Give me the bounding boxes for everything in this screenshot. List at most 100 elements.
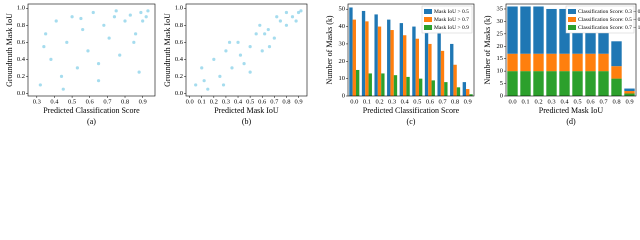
- y-tick-label: 0.0: [175, 90, 183, 97]
- bar: [377, 26, 382, 96]
- bar: [572, 53, 583, 72]
- point: [290, 15, 295, 19]
- point: [86, 49, 90, 53]
- bar: [374, 14, 378, 97]
- y-tick-label: 10: [339, 75, 346, 82]
- bar: [611, 66, 622, 79]
- point: [206, 87, 210, 91]
- bar: [598, 53, 609, 72]
- x-tick-label: 0.5: [413, 98, 421, 105]
- bar: [412, 26, 416, 96]
- point: [296, 10, 301, 15]
- x-tick-label: 0.3: [388, 98, 396, 105]
- x-tick-label: 0.9: [464, 98, 472, 105]
- y-tick-label: 10: [497, 68, 504, 75]
- y-tick-label: 30: [497, 18, 504, 25]
- bar: [453, 64, 457, 96]
- point: [238, 53, 243, 57]
- panel-label: (a): [87, 117, 96, 126]
- point: [91, 10, 95, 15]
- bar: [466, 89, 470, 96]
- legend-swatch: [568, 9, 576, 14]
- bar: [390, 30, 394, 96]
- point: [260, 49, 264, 53]
- point: [123, 19, 127, 23]
- x-tick-label: 0.5: [573, 98, 581, 105]
- x-tick-label: 0.5: [246, 98, 254, 105]
- y-tick-label: 20: [497, 43, 504, 50]
- x-tick-label: 0.4: [234, 98, 243, 105]
- x-tick-label: 0.4: [50, 98, 59, 105]
- point: [96, 62, 101, 66]
- legend-swatch: [424, 9, 432, 14]
- x-tick-label: 0.9: [625, 98, 633, 105]
- bar: [533, 53, 544, 72]
- bar: [406, 76, 410, 96]
- legend-swatch: [568, 17, 576, 22]
- y-tick-label: 0.6: [175, 39, 184, 46]
- legend-label: Mask IoU > 0.5: [434, 9, 469, 15]
- panel-label: (d): [566, 117, 576, 126]
- point: [128, 13, 132, 17]
- point: [144, 15, 148, 19]
- bar: [355, 69, 360, 96]
- point: [202, 79, 206, 83]
- bar: [533, 71, 544, 96]
- y-tick-label: 0: [342, 92, 345, 99]
- point: [79, 16, 83, 21]
- x-tick-label: 0.1: [521, 98, 529, 105]
- y-tick-label: 15: [497, 55, 504, 62]
- legend-label: Mask IoU > 0.7: [434, 17, 469, 23]
- y-tick-label: 0.4: [17, 56, 26, 63]
- x-tick-label: 0.5: [68, 98, 76, 105]
- point: [218, 74, 222, 79]
- bar: [415, 38, 419, 96]
- point: [194, 83, 198, 87]
- bar: [624, 91, 635, 94]
- x-tick-label: 0.3: [547, 98, 555, 105]
- y-axis-label: Number of Masks (k): [483, 15, 492, 84]
- point: [133, 32, 138, 36]
- bar: [393, 75, 398, 96]
- x-tick-label: 0.6: [426, 98, 435, 105]
- bar: [428, 43, 432, 96]
- point: [61, 87, 65, 91]
- bar: [585, 71, 596, 96]
- bar: [546, 71, 557, 96]
- bar: [585, 13, 596, 54]
- point: [112, 15, 117, 19]
- point: [236, 40, 240, 44]
- x-tick-label: 0.6: [258, 98, 267, 105]
- bar: [611, 41, 622, 67]
- bar: [572, 71, 583, 96]
- point: [139, 10, 143, 15]
- bar: [559, 53, 570, 72]
- point: [132, 40, 136, 44]
- x-tick-label: 0.7: [103, 98, 112, 105]
- point: [284, 23, 289, 27]
- x-tick-label: 0.8: [612, 98, 620, 105]
- point: [200, 66, 204, 70]
- point: [254, 32, 258, 36]
- point: [141, 19, 145, 23]
- x-tick-label: 0.3: [33, 98, 41, 105]
- bar: [469, 94, 473, 96]
- y-tick-label: 0: [500, 92, 503, 99]
- bar: [624, 88, 635, 92]
- legend-swatch: [424, 17, 432, 22]
- x-tick-label: 0.3: [222, 98, 230, 105]
- legend-label: Classification Score: 0.5 ~ 0.7: [578, 16, 640, 23]
- x-axis-label: Predicted Classification Score: [43, 106, 140, 115]
- point: [146, 9, 150, 13]
- y-tick-label: 0.2: [17, 73, 25, 80]
- point: [294, 19, 298, 23]
- point: [42, 44, 46, 49]
- point: [284, 10, 289, 15]
- x-axis-label: Predicted Classification Score: [363, 106, 460, 115]
- y-tick-label: 0.2: [175, 73, 183, 80]
- point: [54, 19, 58, 23]
- bar: [352, 19, 356, 96]
- x-tick-label: 0.0: [186, 98, 194, 105]
- legend-box: [565, 5, 635, 34]
